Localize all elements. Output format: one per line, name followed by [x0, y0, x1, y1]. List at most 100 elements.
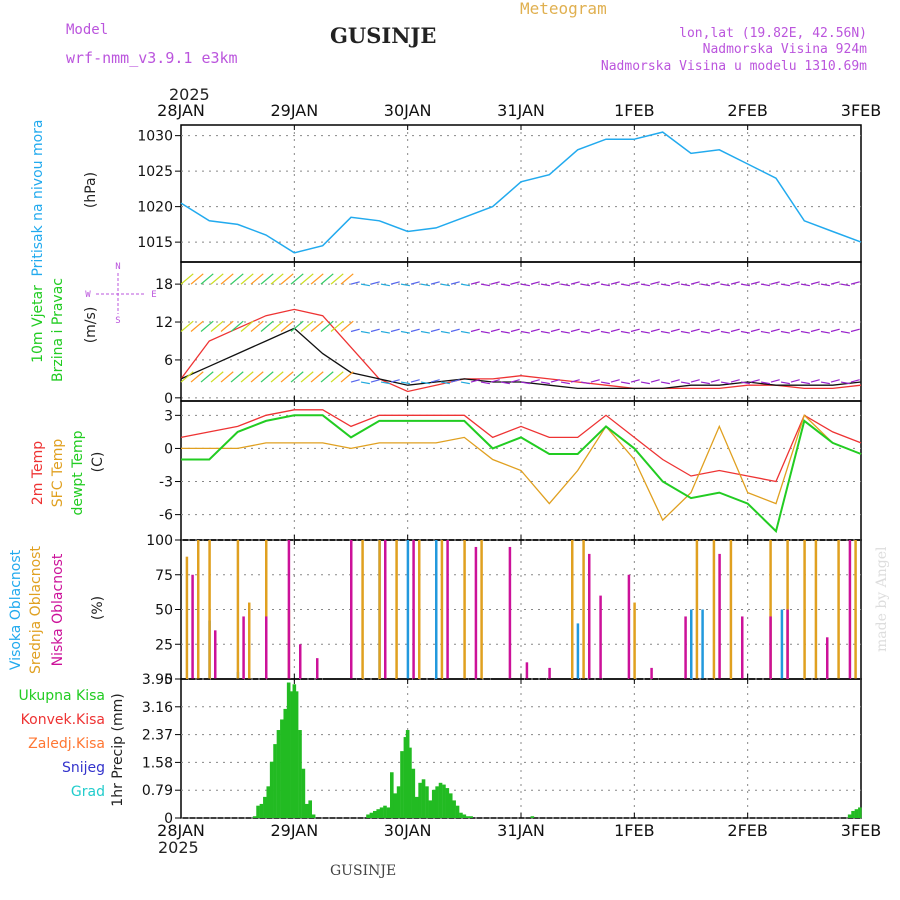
cloud-bar-low [316, 658, 319, 679]
wind-barb [550, 328, 560, 333]
footer-station: GUSINJE [330, 863, 396, 879]
coords-label: lon,lat (19.82E, 42.56N) [679, 26, 867, 41]
wind-barb [270, 371, 284, 383]
precip-bar [455, 805, 460, 818]
wind-barb [520, 381, 530, 385]
precip-bar [411, 768, 416, 818]
wind-barb [700, 283, 710, 287]
wind-barb [830, 328, 840, 333]
wind-barb [230, 320, 244, 332]
precip-bar [366, 814, 370, 818]
precip-bar [400, 751, 404, 818]
precip-bar [858, 807, 862, 818]
wind-barb [740, 381, 750, 385]
precip-panel: 0 0.79 1.58 2.37 3.16 3.95 [142, 672, 862, 827]
wind-barb [740, 330, 750, 334]
time-label-bottom: 28JAN [157, 821, 205, 840]
wind-barb [620, 330, 630, 334]
wind-barb [270, 320, 284, 332]
wind-barb [850, 281, 860, 285]
y-tick-label: -3 [159, 475, 173, 491]
cloud-bar-mid [803, 540, 806, 679]
wind-barb [630, 328, 640, 333]
wind-barb [570, 379, 580, 383]
wind-barb [390, 281, 400, 285]
wind-barb [750, 379, 760, 383]
precip-legend-item: Konvek.Kisa [21, 712, 105, 728]
wind-barb [650, 281, 660, 285]
wind-barb [380, 330, 390, 334]
wind-barb [790, 281, 800, 285]
wind-barb [610, 281, 620, 285]
wind-barb [760, 330, 770, 334]
pressure-unit: (hPa) [83, 172, 99, 208]
compass-east: E [151, 290, 156, 300]
wind-barb [190, 371, 204, 383]
precip-bar [465, 816, 470, 818]
wind-barb [640, 283, 650, 287]
wind-barb [550, 281, 560, 285]
y-tick-label: 0.79 [142, 783, 173, 799]
cloud-bar-mid [361, 540, 364, 679]
precip-bar [396, 786, 401, 818]
wind-barb [390, 328, 400, 333]
cloud-bar-high [406, 540, 410, 679]
wind-barb [440, 381, 450, 385]
wind-barb [370, 379, 380, 383]
wind-barb [850, 379, 860, 383]
wind-barb [220, 371, 234, 383]
wind-barb [600, 381, 610, 385]
wind-barb [560, 283, 570, 287]
y-tick-label: 1030 [137, 129, 173, 145]
wind-barb [600, 283, 610, 287]
compass-south: S [115, 316, 120, 326]
wind-barb [220, 273, 234, 285]
precip-bar [292, 684, 297, 818]
time-label-top: 30JAN [384, 101, 432, 120]
wind-barb [340, 273, 354, 285]
wind-barb [250, 273, 264, 285]
wind-barb [320, 371, 334, 383]
station-title: GUSINJE [330, 23, 436, 48]
wind-barb [820, 330, 830, 334]
wind-barb [260, 371, 274, 383]
wind-barb [840, 381, 850, 385]
wind-barb [500, 381, 510, 385]
precip-bar [369, 812, 374, 818]
wind-barb [520, 283, 530, 287]
wind-barb [620, 381, 630, 385]
pressure-label: Pritisak na nivou mora [30, 119, 46, 276]
temp-unit: (C) [90, 452, 106, 473]
wind-barb [780, 330, 790, 334]
y-tick-label: 3 [164, 408, 173, 424]
precip-legend-item: Grad [71, 784, 105, 800]
time-label-bottom: 3FEB [841, 821, 881, 840]
wind-barb [310, 371, 324, 383]
y-tick-label: 0 [164, 391, 173, 407]
cloud-bar-mid [395, 540, 398, 679]
cloud-label-low: Niska Oblacnost [50, 553, 66, 666]
precip-bar [452, 800, 456, 818]
wind-barb [280, 371, 294, 383]
wind-barb [430, 379, 440, 383]
wind-barb [710, 379, 720, 383]
pressure-line [180, 131, 862, 254]
time-axis-bottom: 28JAN 29JAN 30JAN 31JAN 1FEB 2FEB 3FEB [157, 821, 881, 840]
wind-barb [450, 379, 460, 383]
wind-barb [790, 379, 800, 383]
cloud-bar-low [848, 540, 852, 679]
precip-bar [414, 796, 419, 818]
y-tick-label: 25 [155, 637, 173, 653]
precip-bar [266, 786, 271, 818]
wind-barb [560, 330, 570, 334]
wind-barb [300, 371, 314, 383]
wind-barb [720, 283, 730, 287]
wind-barb [580, 381, 590, 385]
wind-barb [210, 273, 224, 285]
cloud-bar-mid [248, 602, 251, 679]
wind-barb [340, 320, 354, 332]
wind-barb [590, 379, 600, 383]
wind-barb [660, 381, 670, 385]
wind-barb [530, 379, 540, 383]
cloud-label-high: Visoka Oblacnost [8, 549, 24, 670]
